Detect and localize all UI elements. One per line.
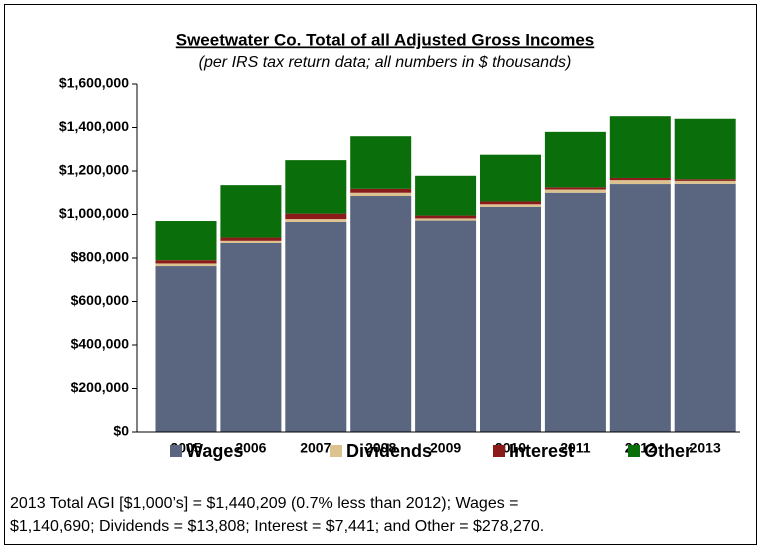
y-tick-label: $800,000: [71, 249, 130, 265]
bar-segment: [285, 160, 347, 214]
x-tick-label: 2011: [560, 440, 591, 456]
legend-label: Interest: [509, 441, 574, 461]
x-tick-label: 2007: [300, 440, 331, 456]
bar-segment: [415, 215, 477, 219]
y-tick-label: $1,400,000: [59, 118, 129, 134]
bar-segment: [609, 180, 671, 185]
bar-segment: [674, 118, 736, 180]
bar-segment: [350, 192, 412, 197]
legend-label: Other: [644, 441, 692, 461]
x-tick-label: 2006: [235, 440, 266, 456]
bar-segment: [220, 185, 282, 238]
bar-segment: [350, 196, 412, 432]
bar-segment: [155, 263, 217, 267]
legend-label: Wages: [186, 441, 243, 461]
chart-title: Sweetwater Co. Total of all Adjusted Gro…: [176, 30, 594, 49]
chart-border: [4, 4, 757, 545]
bar-segment: [480, 204, 541, 207]
bar-segment: [544, 187, 606, 190]
note-line: $1,140,690; Dividends = $13,808; Interes…: [10, 518, 545, 535]
legend-swatch: [170, 445, 182, 457]
bar-segment: [220, 242, 282, 432]
y-tick-label: $1,600,000: [59, 75, 129, 91]
bar-segment: [480, 154, 541, 202]
bar-segment: [480, 201, 541, 205]
bar-segment: [285, 213, 347, 220]
bar-segment: [155, 221, 217, 261]
x-tick-label: 2008: [365, 440, 396, 456]
bar-segment: [544, 192, 606, 432]
y-tick-label: $200,000: [71, 379, 130, 395]
x-tick-label: 2013: [690, 440, 721, 456]
bar-segment: [415, 220, 477, 432]
bar-segment: [609, 116, 671, 178]
bar-segment: [220, 240, 282, 243]
bar-segment: [674, 180, 736, 184]
bar-segment: [674, 179, 736, 181]
bar-segment: [285, 219, 347, 222]
bar-segment: [609, 184, 671, 432]
bar-segment: [220, 237, 282, 241]
bar-segment: [415, 175, 477, 216]
bar-segment: [544, 189, 606, 193]
bar-segment: [544, 131, 606, 188]
note: 2013 Total AGI [$1,000’s] = $1,440,209 (…: [10, 492, 755, 538]
y-tick-label: $600,000: [71, 292, 130, 308]
bar-segment: [285, 221, 347, 432]
bar-segment: [350, 188, 412, 193]
bar-segment: [480, 206, 541, 432]
y-tick-label: $0: [113, 423, 129, 439]
x-tick-label: 2009: [430, 440, 461, 456]
bar-segment: [155, 260, 217, 264]
note-line: 2013 Total AGI [$1,000’s] = $1,440,209 (…: [10, 495, 519, 512]
legend-label: Dividends: [346, 441, 432, 461]
chart-subtitle: (per IRS tax return data; all numbers in…: [199, 54, 572, 71]
legend-swatch: [493, 445, 505, 457]
bar-segment: [609, 177, 671, 181]
bar-segment: [415, 218, 477, 221]
bar-segment: [674, 183, 736, 432]
y-tick-label: $1,000,000: [59, 205, 129, 221]
bar-segment: [350, 136, 412, 189]
legend-swatch: [628, 445, 640, 457]
legend-swatch: [330, 445, 342, 457]
bar-segment: [155, 266, 217, 432]
y-tick-label: $1,200,000: [59, 162, 129, 178]
y-tick-label: $400,000: [71, 336, 130, 352]
